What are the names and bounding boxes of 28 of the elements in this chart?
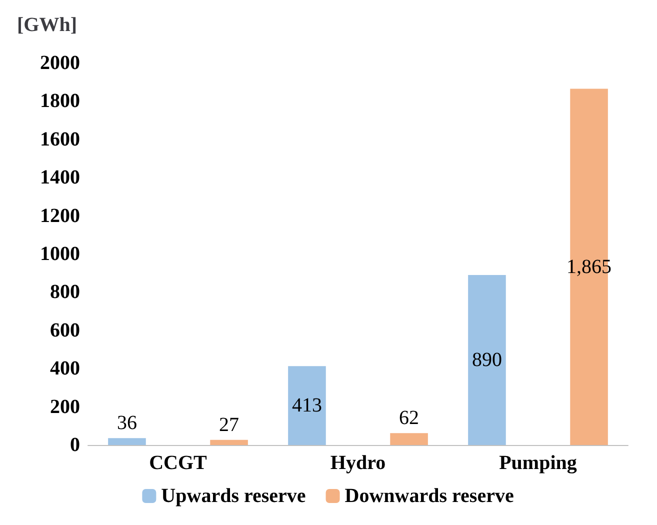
x-tick-label: CCGT [149, 452, 208, 474]
y-tick-label: 1400 [40, 166, 80, 189]
y-axis-title: [GWh] [17, 14, 77, 36]
y-tick-label: 400 [50, 358, 80, 380]
bar [108, 438, 146, 445]
data-label: 36 [116, 412, 137, 434]
y-tick-label: 1200 [40, 204, 80, 227]
y-tick-label: 200 [50, 396, 80, 418]
bar [468, 275, 506, 445]
data-label: 27 [219, 414, 240, 436]
y-tick-label: 800 [50, 281, 80, 304]
legend-label: Downwards reserve [344, 485, 514, 507]
y-tick-label: 2000 [40, 52, 80, 74]
bar [288, 366, 326, 445]
legend-label: Upwards reserve [161, 485, 306, 507]
bar [390, 433, 428, 445]
x-tick-label: Hydro [330, 452, 386, 474]
y-tick-label: 1000 [40, 243, 80, 265]
data-label: 1,865 [566, 256, 612, 278]
y-tick-label: 1600 [40, 128, 80, 150]
x-tick-label: Pumping [499, 452, 577, 474]
y-tick-label: 1800 [40, 90, 80, 112]
data-label: 890 [472, 349, 502, 372]
data-label: 62 [399, 407, 420, 430]
y-tick-label: 0 [70, 434, 80, 456]
data-label: 413 [292, 394, 322, 417]
y-tick-label: 600 [50, 319, 80, 342]
bar [210, 440, 248, 445]
